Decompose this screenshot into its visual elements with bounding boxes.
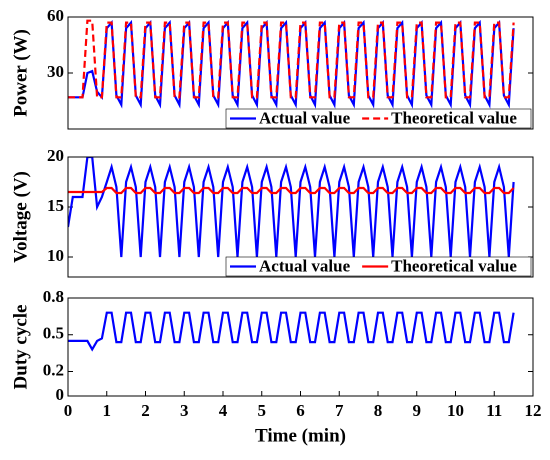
legend-label: Actual value [259,256,351,275]
plot-frame [67,297,534,397]
y-tick-label: 30 [47,62,64,81]
y-tick-label: 0.8 [43,287,64,306]
series-line [68,19,515,99]
x-tick-label: 5 [258,401,267,420]
y-axis-label: Duty cycle [10,305,31,390]
x-tick-label: 0 [64,401,73,420]
legend-label: Actual value [259,108,351,127]
y-axis-label: Power (W) [10,29,31,117]
plot-frame [67,156,534,278]
y-tick-label: 0.2 [43,360,64,379]
series-line [68,157,515,258]
x-tick-label: 11 [486,401,502,420]
x-tick-label: 7 [335,401,344,420]
x-tick-label: 2 [141,401,150,420]
y-tick-label: 60 [47,6,64,25]
y-tick-label: 15 [47,196,64,215]
y-axis-label: Voltage (V) [10,171,31,263]
legend-label: Theoretical value [391,108,517,127]
series-line [68,311,515,352]
legend-label: Theoretical value [391,256,517,275]
series-line [68,186,515,195]
x-tick-label: 1 [103,401,112,420]
y-tick-label: 10 [47,246,64,265]
y-tick-label: 0.5 [43,324,64,343]
x-axis-label: Time (min) [255,425,346,446]
x-tick-label: 6 [296,401,305,420]
x-tick-label: 3 [180,401,189,420]
x-tick-label: 8 [374,401,383,420]
x-tick-label: 12 [525,401,542,420]
x-tick-label: 9 [413,401,422,420]
x-tick-label: 4 [219,401,228,420]
y-tick-label: 0 [56,385,65,404]
y-tick-label: 20 [47,146,64,165]
plot-frame [67,16,534,130]
x-tick-label: 10 [447,401,464,420]
